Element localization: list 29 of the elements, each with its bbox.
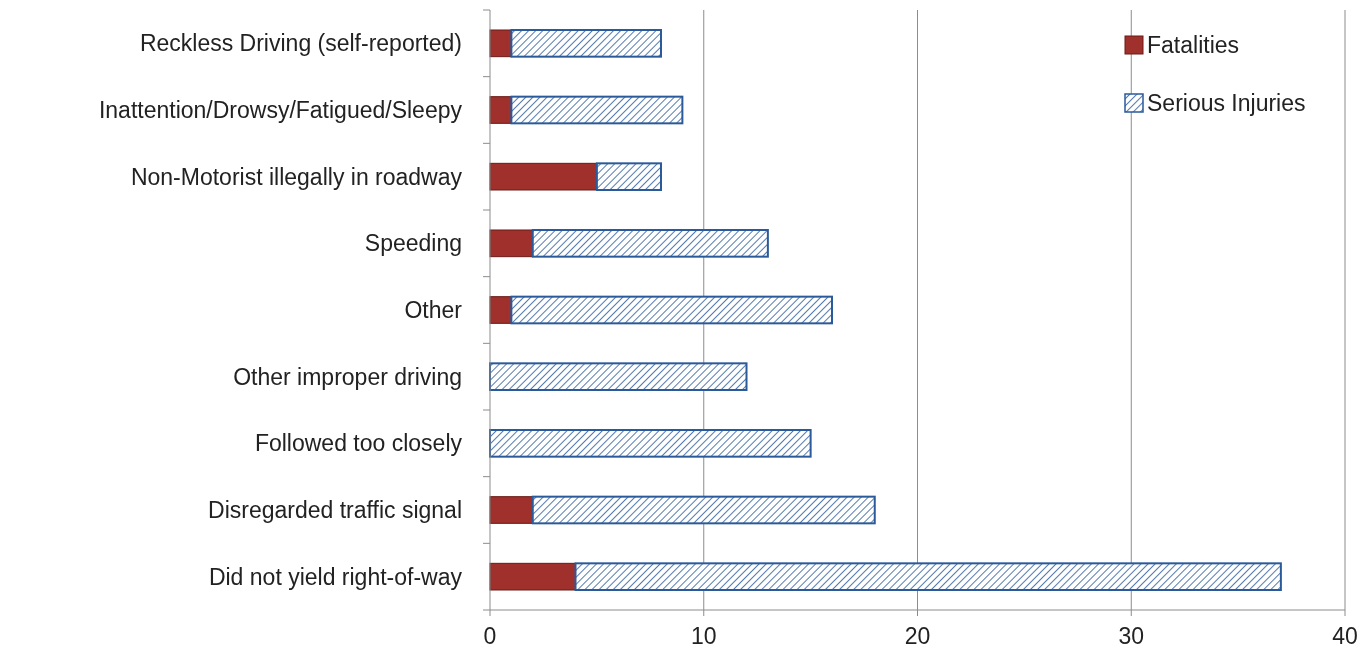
y-tick-label: Other improper driving [233, 363, 462, 390]
x-tick-label: 0 [483, 623, 497, 649]
y-tick-label: Speeding [364, 230, 462, 257]
bar [489, 162, 598, 191]
bar [574, 562, 1282, 591]
y-tick-label: Inattention/Drowsy/Fatigued/Sleepy [98, 97, 463, 124]
y-tick-label: Did not yield right-of-way [208, 563, 463, 590]
bar [489, 562, 576, 591]
bar [510, 29, 662, 58]
y-tick-label: Non-Motorist illegally in roadway [130, 163, 463, 190]
x-tick-label: 20 [904, 623, 931, 649]
bar [510, 95, 684, 125]
bar [489, 229, 534, 258]
bar [531, 495, 876, 525]
x-tick-label: 40 [1332, 623, 1358, 649]
bar [595, 162, 662, 191]
y-tick-label: Followed too closely [254, 430, 463, 457]
legend-label: Fatalities [1147, 32, 1240, 59]
x-tick-label: 10 [690, 623, 717, 649]
legend-label: Serious Injuries [1147, 90, 1306, 117]
y-tick-label: Disregarded traffic signal [208, 497, 462, 524]
bar [510, 295, 833, 325]
bar [531, 229, 769, 258]
x-tick-label: 30 [1118, 623, 1145, 649]
bar [489, 429, 812, 458]
y-tick-label: Reckless Driving (self-reported) [139, 30, 462, 57]
y-tick-label: Other [404, 297, 463, 324]
bar [489, 362, 748, 391]
bar [489, 496, 534, 524]
